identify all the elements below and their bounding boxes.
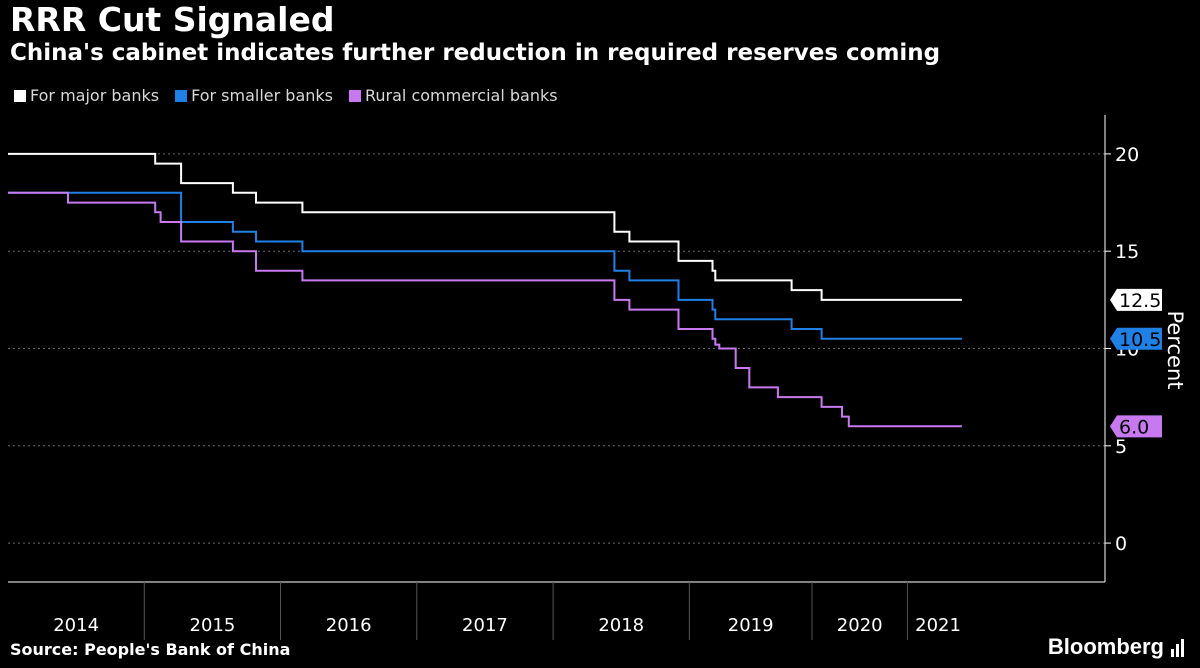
bloomberg-logo: Bloomberg xyxy=(1047,634,1164,659)
source-note: Source: People's Bank of China xyxy=(10,640,291,659)
y-axis-label: Percent xyxy=(1163,310,1187,389)
chart-subtitle: China's cabinet indicates further reduct… xyxy=(10,40,941,66)
x-tick-label-2018: 2018 xyxy=(598,615,644,636)
x-tick-label-2016: 2016 xyxy=(326,615,372,636)
end-value-label-1: 10.5 xyxy=(1119,329,1161,351)
brand: Bloomberg xyxy=(1048,634,1188,660)
y-tick-label-15: 15 xyxy=(1115,241,1139,263)
series-line-1 xyxy=(8,191,962,340)
chart-title: RRR Cut Signaled xyxy=(10,0,335,39)
legend-swatch-rural xyxy=(349,89,361,102)
x-tick-label-2019: 2019 xyxy=(728,615,774,636)
legend-item-rural-banks: Rural commercial banks xyxy=(349,86,558,105)
end-value-label-2: 6.0 xyxy=(1119,416,1149,438)
y-tick-label-20: 20 xyxy=(1115,144,1139,166)
legend-label-rural: Rural commercial banks xyxy=(365,86,558,105)
x-tick-label-2020: 2020 xyxy=(837,615,883,636)
x-tick-label-2021: 2021 xyxy=(915,615,961,636)
legend-label-smaller: For smaller banks xyxy=(191,86,333,105)
legend-label-major: For major banks xyxy=(30,86,160,105)
end-tag-1 xyxy=(1110,327,1162,350)
end-tag-2 xyxy=(1110,415,1162,438)
x-tick-label-2015: 2015 xyxy=(190,615,236,636)
x-tick-label-2017: 2017 xyxy=(462,615,508,636)
end-value-label-0: 12.5 xyxy=(1119,290,1161,312)
series-line-0 xyxy=(8,152,962,301)
y-tick-label-5: 5 xyxy=(1115,436,1127,458)
legend-swatch-major xyxy=(14,89,26,102)
legend-item-smaller-banks: For smaller banks xyxy=(175,86,333,105)
legend: For major banks For smaller banks Rural … xyxy=(14,86,558,105)
y-tick-label-0: 0 xyxy=(1115,533,1127,555)
series-line-2 xyxy=(8,191,962,428)
bar-chart-icon xyxy=(1171,639,1184,657)
end-tag-0 xyxy=(1110,288,1162,311)
legend-item-major-banks: For major banks xyxy=(14,86,159,105)
legend-swatch-smaller xyxy=(175,89,188,102)
x-tick-label-2014: 2014 xyxy=(53,615,99,636)
